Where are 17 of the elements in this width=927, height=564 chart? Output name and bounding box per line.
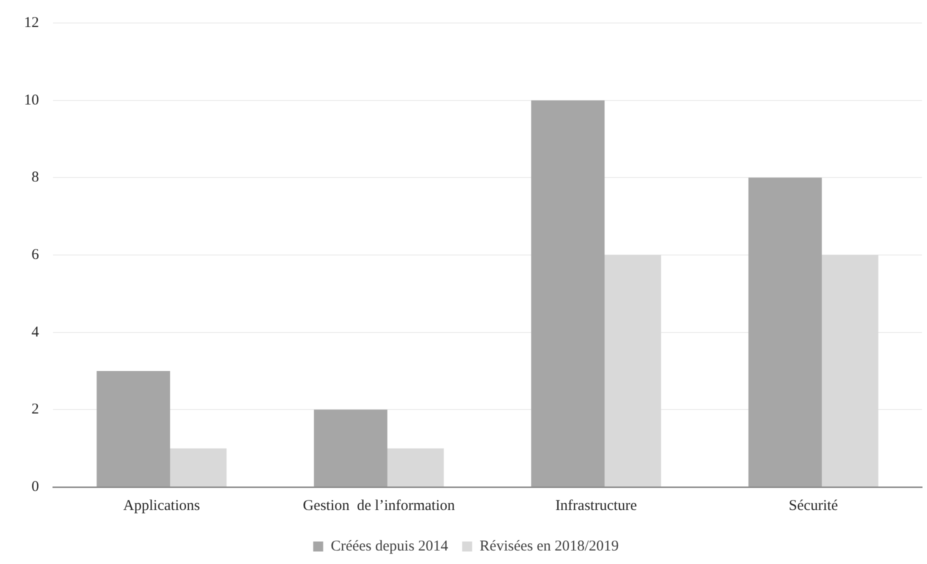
y-tick-label: 12 bbox=[24, 14, 39, 31]
x-tick-label: Sécurité bbox=[788, 498, 838, 514]
y-tick-label: 8 bbox=[32, 170, 39, 186]
y-tick-label: 10 bbox=[24, 92, 39, 108]
x-tick-label: Applications bbox=[123, 498, 200, 514]
x-tick-label: Gestion de l’information bbox=[302, 498, 456, 514]
bar bbox=[314, 410, 388, 486]
y-tick-label: 0 bbox=[32, 478, 39, 495]
bar bbox=[531, 100, 605, 486]
y-tick-label: 6 bbox=[32, 246, 40, 263]
legend-label: Révisées en 2018/2019 bbox=[480, 538, 619, 554]
bar bbox=[748, 178, 822, 486]
bar bbox=[96, 371, 170, 486]
x-tick-label: Infrastructure bbox=[555, 498, 638, 514]
y-tick-label: 2 bbox=[32, 402, 39, 418]
legend-label: Créées depuis 2014 bbox=[330, 538, 449, 554]
y-tick-label: 4 bbox=[32, 324, 40, 340]
